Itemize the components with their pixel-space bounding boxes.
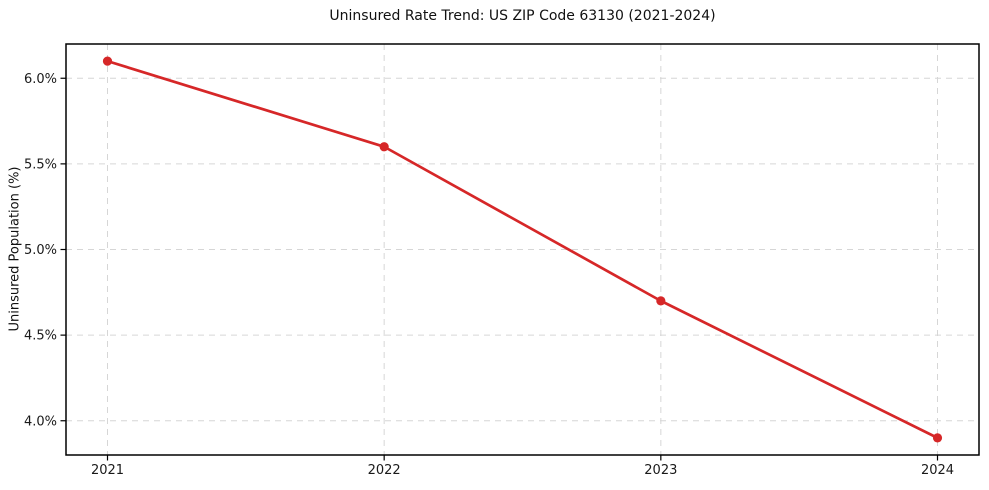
x-tick-label: 2024 [921, 463, 954, 478]
y-tick-label: 6.0% [24, 72, 57, 87]
y-tick-label: 4.5% [24, 329, 57, 344]
x-tick-label: 2023 [644, 463, 677, 478]
data-point [102, 56, 113, 66]
data-point [656, 296, 666, 306]
data-point [379, 142, 389, 152]
x-tick-label: 2021 [91, 463, 124, 478]
data-point [932, 433, 943, 443]
x-tick-label: 2022 [368, 463, 401, 478]
y-tick-label: 5.0% [24, 243, 57, 258]
y-tick-label: 5.5% [24, 157, 57, 172]
trend-line [106, 59, 939, 440]
y-tick-label: 4.0% [24, 414, 57, 429]
chart-title: Uninsured Rate Trend: US ZIP Code 63130 … [329, 8, 716, 24]
